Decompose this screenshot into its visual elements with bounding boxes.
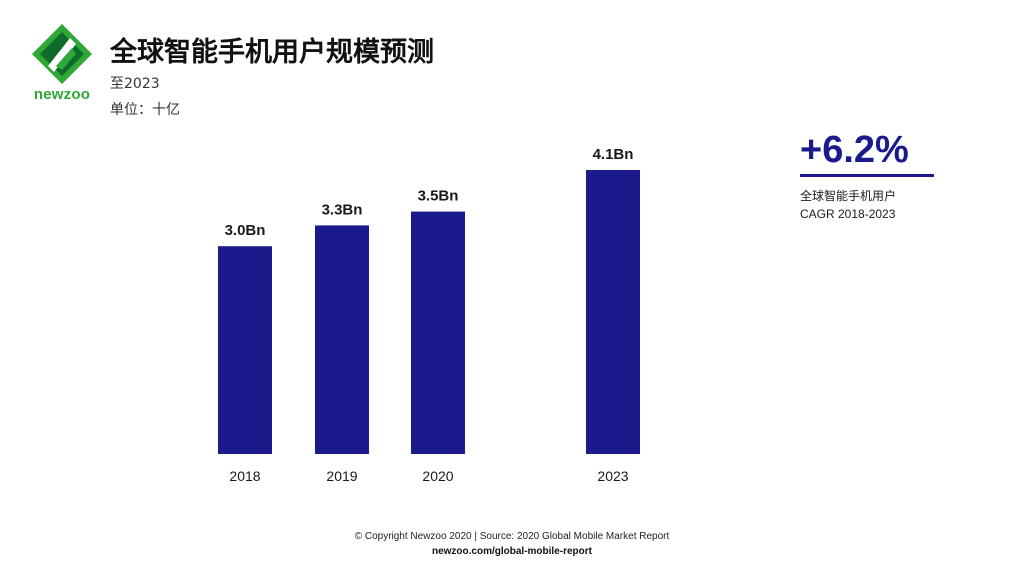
- cagr-caption: 全球智能手机用户: [800, 189, 897, 203]
- report-link[interactable]: newzoo.com/global-mobile-report: [431, 546, 592, 557]
- x-tick-2023: 2023: [597, 468, 628, 484]
- data-label-2019: 3.3Bn: [322, 201, 363, 218]
- unit-label: 单位：十亿: [110, 102, 180, 118]
- data-label-2020: 3.5Bn: [418, 188, 459, 205]
- page-subtitle: 至2023: [110, 76, 160, 92]
- x-tick-2019: 2019: [326, 468, 357, 484]
- logo-wordmark: newzoo: [33, 86, 91, 103]
- bar-2019: [315, 225, 369, 454]
- newzoo-logo-icon: [32, 24, 92, 84]
- x-tick-2018: 2018: [229, 468, 260, 484]
- bar-2023: [586, 170, 640, 454]
- cagr-panel: +6.2% 全球智能手机用户 CAGR 2018-2023: [800, 130, 940, 221]
- cagr-divider: [800, 174, 934, 177]
- data-label-2018: 3.0Bn: [225, 222, 266, 239]
- page-title: 全球智能手机用户规模预测: [110, 37, 434, 68]
- cagr-period: CAGR 2018-2023: [800, 207, 896, 221]
- x-tick-2020: 2020: [422, 468, 453, 484]
- data-label-2023: 4.1Bn: [593, 146, 634, 163]
- bar-2018: [218, 246, 272, 454]
- copyright-text: © Copyright Newzoo 2020 | Source: 2020 G…: [354, 531, 670, 542]
- cagr-value: +6.2%: [800, 129, 909, 171]
- newzoo-logo: newzoo: [26, 22, 98, 106]
- bar-2020: [411, 211, 465, 454]
